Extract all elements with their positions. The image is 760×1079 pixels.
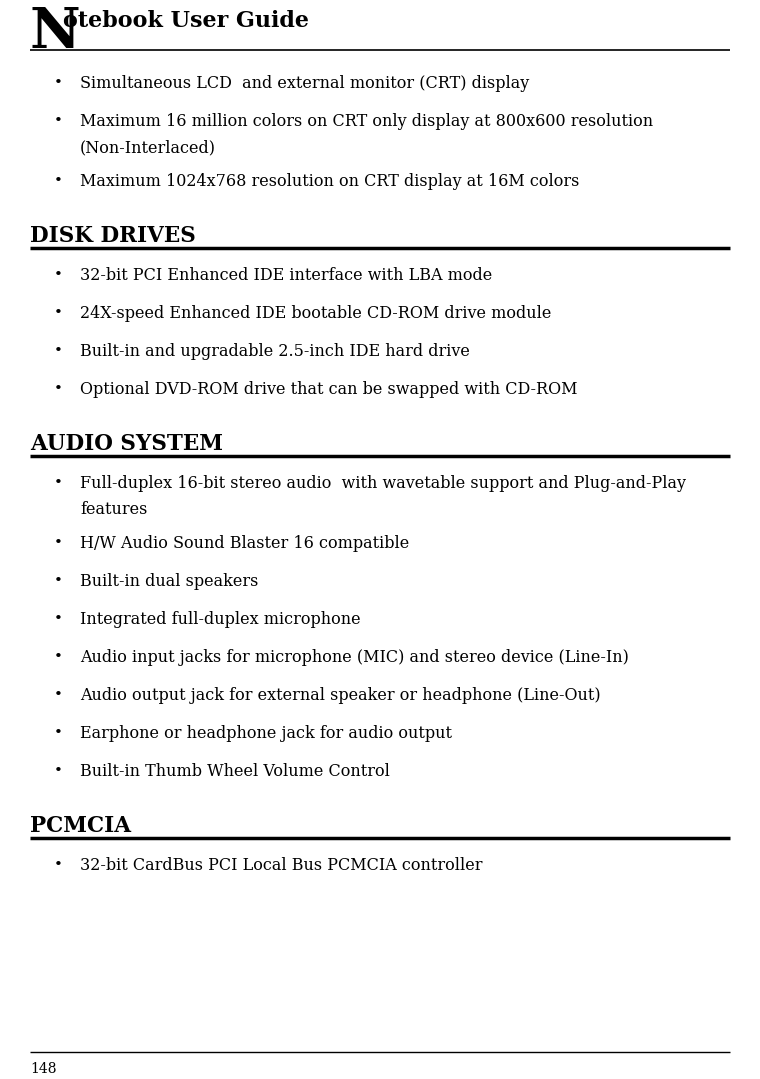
Text: Full-duplex 16-bit stereo audio  with wavetable support and Plug-and-Play: Full-duplex 16-bit stereo audio with wav… [80,475,686,492]
Text: Built-in Thumb Wheel Volume Control: Built-in Thumb Wheel Volume Control [80,763,390,780]
Text: •: • [53,612,62,626]
Text: •: • [53,476,62,490]
Text: •: • [53,268,62,282]
Text: N: N [30,5,81,60]
Text: Built-in dual speakers: Built-in dual speakers [80,573,258,590]
Text: •: • [53,382,62,396]
Text: •: • [53,650,62,664]
Text: Integrated full-duplex microphone: Integrated full-duplex microphone [80,611,361,628]
Text: •: • [53,688,62,702]
Text: 32-bit CardBus PCI Local Bus PCMCIA controller: 32-bit CardBus PCI Local Bus PCMCIA cont… [80,857,483,874]
Text: Audio input jacks for microphone (MIC) and stereo device (Line-In): Audio input jacks for microphone (MIC) a… [80,648,629,666]
Text: Audio output jack for external speaker or headphone (Line-Out): Audio output jack for external speaker o… [80,687,600,704]
Text: •: • [53,536,62,550]
Text: •: • [53,858,62,872]
Text: Maximum 1024x768 resolution on CRT display at 16M colors: Maximum 1024x768 resolution on CRT displ… [80,173,579,190]
Text: PCMCIA: PCMCIA [30,815,131,837]
Text: •: • [53,764,62,778]
Text: Earphone or headphone jack for audio output: Earphone or headphone jack for audio out… [80,725,452,742]
Text: otebook User Guide: otebook User Guide [63,10,309,32]
Text: Optional DVD-ROM drive that can be swapped with CD-ROM: Optional DVD-ROM drive that can be swapp… [80,381,578,398]
Text: (Non-Interlaced): (Non-Interlaced) [80,139,216,156]
Text: features: features [80,501,147,518]
Text: •: • [53,174,62,188]
Text: •: • [53,76,62,90]
Text: •: • [53,574,62,588]
Text: •: • [53,726,62,740]
Text: •: • [53,114,62,128]
Text: •: • [53,306,62,320]
Text: H/W Audio Sound Blaster 16 compatible: H/W Audio Sound Blaster 16 compatible [80,535,409,552]
Text: Simultaneous LCD  and external monitor (CRT) display: Simultaneous LCD and external monitor (C… [80,76,529,92]
Text: Maximum 16 million colors on CRT only display at 800x600 resolution: Maximum 16 million colors on CRT only di… [80,113,653,129]
Text: •: • [53,344,62,358]
Text: Built-in and upgradable 2.5-inch IDE hard drive: Built-in and upgradable 2.5-inch IDE har… [80,343,470,360]
Text: AUDIO SYSTEM: AUDIO SYSTEM [30,433,223,455]
Text: DISK DRIVES: DISK DRIVES [30,226,196,247]
Text: 148: 148 [30,1062,56,1076]
Text: 24X-speed Enhanced IDE bootable CD-ROM drive module: 24X-speed Enhanced IDE bootable CD-ROM d… [80,305,551,322]
Text: 32-bit PCI Enhanced IDE interface with LBA mode: 32-bit PCI Enhanced IDE interface with L… [80,267,492,284]
